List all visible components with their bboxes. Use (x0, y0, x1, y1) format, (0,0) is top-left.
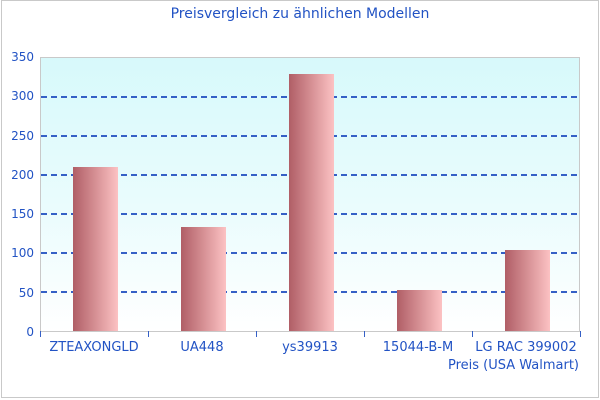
y-axis-label-250: 250 (11, 128, 34, 143)
y-axis-label-0: 0 (26, 325, 34, 339)
x-axis-tick (256, 331, 257, 337)
bar-15044-B-M (396, 289, 442, 331)
bar-UA448 (180, 227, 226, 331)
plot-area (40, 57, 580, 332)
chart-title: Preisvergleich zu ähnlichen Modellen (170, 6, 430, 22)
x-axis-label-LG RAC 399002: LG RAC 399002 (475, 340, 577, 355)
bar-LG RAC 399002 (504, 249, 550, 331)
bar-ys39913 (288, 73, 334, 331)
x-axis-label-ys39913: ys39913 (282, 340, 338, 355)
x-axis-label-UA448: UA448 (180, 340, 224, 355)
y-axis-label-200: 200 (11, 167, 34, 182)
bar-ZTEAXONGLD (72, 167, 118, 331)
x-axis-tick (40, 331, 41, 337)
y-axis-label-350: 350 (11, 50, 34, 64)
x-axis-label-15044-B-M: 15044-B-M (382, 340, 454, 355)
y-axis-label-150: 150 (11, 207, 34, 222)
y-axis-label-50: 50 (18, 285, 34, 300)
x-axis-title: Preis (USA Walmart) (447, 358, 579, 373)
x-axis-label-ZTEAXONGLD: ZTEAXONGLD (49, 340, 139, 355)
x-axis-tick (580, 331, 581, 337)
x-axis-tick (472, 331, 473, 337)
x-axis-tick (148, 331, 149, 337)
y-axis-label-300: 300 (11, 89, 34, 104)
y-axis-label-100: 100 (11, 246, 34, 261)
x-axis-tick (364, 331, 365, 337)
